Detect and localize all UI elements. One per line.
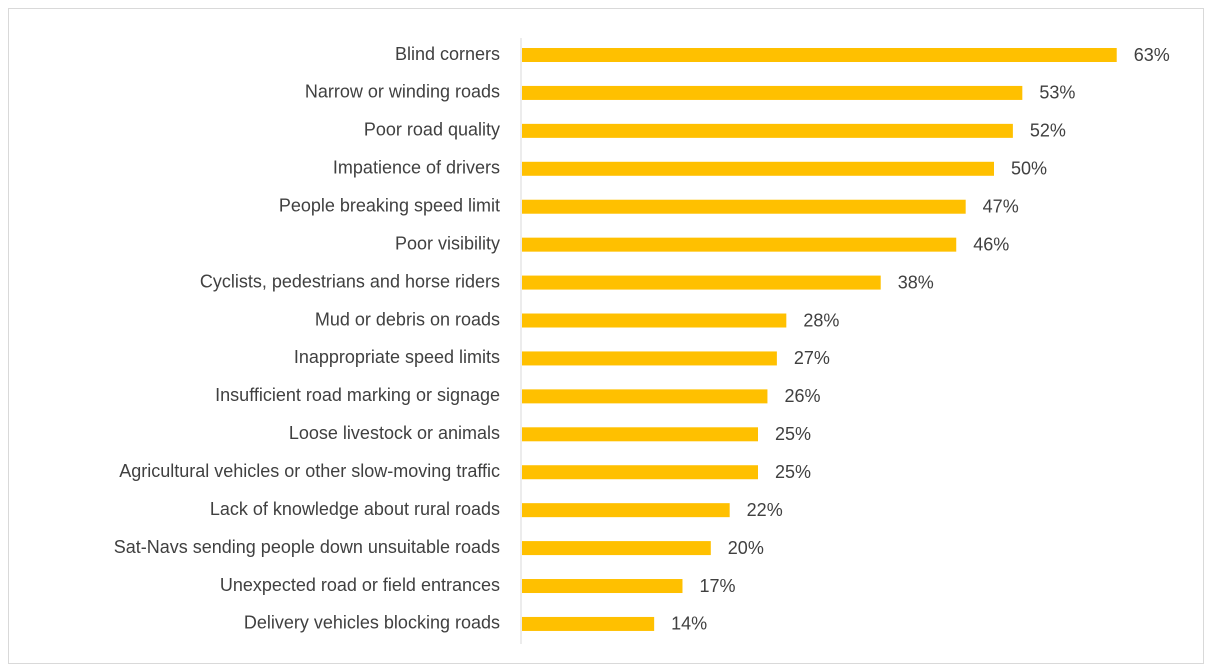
- value-label: 27%: [794, 348, 830, 368]
- category-label: Insufficient road marking or signage: [215, 385, 500, 405]
- bar: [522, 275, 881, 290]
- category-label: Agricultural vehicles or other slow-movi…: [119, 461, 500, 481]
- value-label: 52%: [1030, 121, 1066, 141]
- bar: [522, 427, 758, 442]
- category-label: Impatience of drivers: [333, 158, 500, 178]
- category-label: Unexpected road or field entrances: [220, 575, 500, 595]
- value-label: 26%: [784, 386, 820, 406]
- category-label: Sat-Navs sending people down unsuitable …: [114, 537, 500, 557]
- bar: [522, 313, 787, 328]
- value-label: 47%: [983, 196, 1019, 216]
- category-label: People breaking speed limit: [279, 195, 500, 215]
- category-label: Loose livestock or animals: [289, 423, 500, 443]
- chart-frame: [8, 8, 1204, 664]
- bar: [522, 351, 777, 366]
- value-label: 28%: [803, 310, 839, 330]
- bar: [522, 85, 1023, 100]
- bar: [522, 389, 768, 404]
- value-label: 25%: [775, 462, 811, 482]
- bar: [522, 48, 1117, 62]
- category-label: Lack of knowledge about rural roads: [210, 499, 500, 519]
- category-label: Blind corners: [395, 44, 500, 64]
- value-label: 53%: [1039, 83, 1075, 103]
- category-label: Poor visibility: [395, 233, 500, 253]
- category-label: Poor road quality: [364, 120, 500, 140]
- category-label: Mud or debris on roads: [315, 309, 500, 329]
- category-label: Delivery vehicles blocking roads: [244, 613, 500, 633]
- category-label: Cyclists, pedestrians and horse riders: [200, 271, 500, 291]
- value-label: 20%: [728, 538, 764, 558]
- bar: [522, 579, 683, 594]
- category-label: Narrow or winding roads: [305, 82, 500, 102]
- value-label: 25%: [775, 424, 811, 444]
- value-label: 38%: [898, 272, 934, 292]
- bar: [522, 616, 655, 631]
- bar: [522, 237, 957, 252]
- category-label: Inappropriate speed limits: [294, 347, 500, 367]
- bar: [522, 123, 1013, 138]
- value-label: 50%: [1011, 159, 1047, 179]
- bar: [522, 503, 730, 518]
- value-label: 14%: [671, 614, 707, 634]
- bar: [522, 541, 711, 556]
- bar: [522, 199, 966, 214]
- value-label: 46%: [973, 234, 1009, 254]
- value-label: 22%: [747, 500, 783, 520]
- bar: [522, 465, 758, 480]
- value-label: 17%: [699, 576, 735, 596]
- value-label: 63%: [1134, 45, 1170, 65]
- bar: [522, 161, 994, 176]
